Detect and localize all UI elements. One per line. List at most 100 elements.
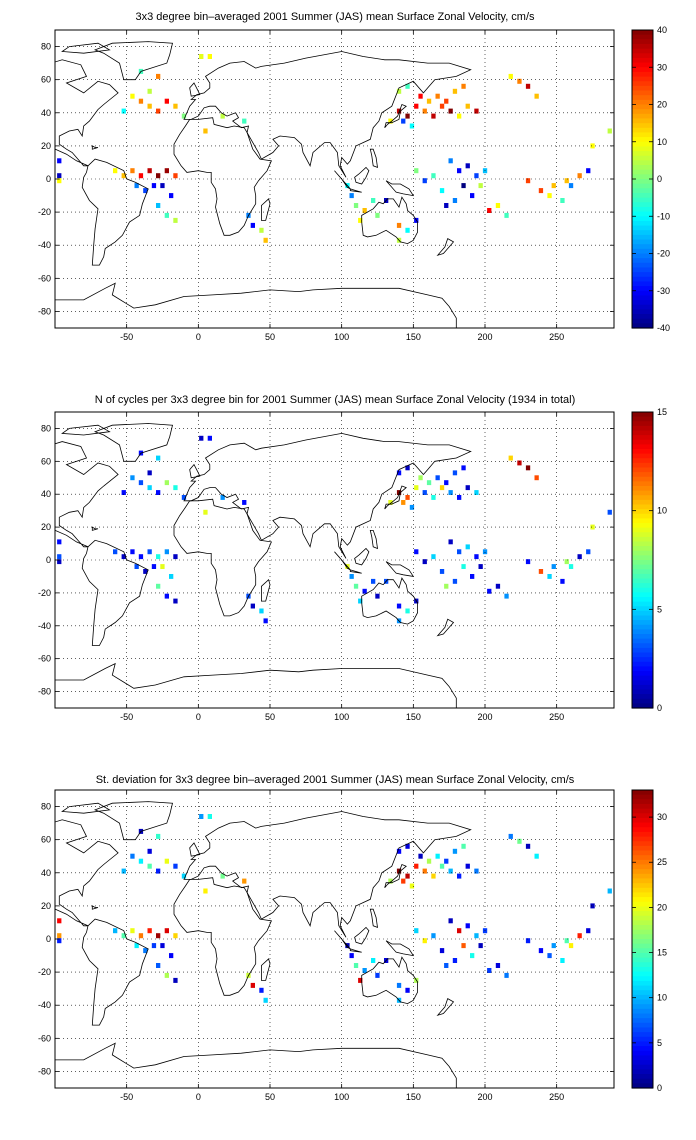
colorbar-swatch bbox=[632, 174, 653, 180]
colorbar-swatch bbox=[632, 85, 653, 92]
data-bin bbox=[203, 128, 208, 134]
x-tick-label: 100 bbox=[334, 712, 349, 722]
y-tick-label: -80 bbox=[38, 687, 51, 697]
data-bin bbox=[57, 938, 62, 944]
colorbar-swatch bbox=[632, 449, 653, 455]
coastline bbox=[334, 170, 351, 190]
colorbar-swatch bbox=[632, 62, 653, 68]
colorbar-swatch bbox=[632, 817, 653, 824]
colorbar-swatch bbox=[632, 476, 653, 482]
coastline bbox=[354, 166, 370, 185]
coastline bbox=[183, 811, 472, 938]
data-bin bbox=[164, 972, 169, 978]
data-bin bbox=[577, 933, 582, 939]
colorbar-swatch bbox=[632, 831, 653, 838]
data-bin bbox=[156, 73, 161, 79]
data-bin bbox=[156, 963, 161, 968]
data-bin bbox=[164, 480, 169, 486]
data-bin bbox=[164, 168, 169, 174]
data-bin bbox=[396, 470, 402, 476]
data-bin bbox=[568, 943, 574, 949]
data-bin bbox=[147, 928, 152, 934]
data-bin bbox=[534, 93, 539, 99]
data-bin bbox=[439, 485, 445, 491]
coastline bbox=[91, 905, 99, 910]
colorbar-swatch bbox=[632, 137, 653, 143]
data-bin bbox=[121, 173, 126, 179]
data-bin bbox=[388, 500, 393, 505]
data-bin bbox=[444, 98, 449, 104]
colorbar-swatch bbox=[632, 620, 653, 626]
y-tick-label: -20 bbox=[38, 967, 51, 977]
data-bin bbox=[138, 173, 144, 179]
data-bin bbox=[590, 524, 595, 530]
coastline bbox=[91, 145, 99, 150]
data-bin bbox=[349, 193, 354, 199]
data-bin bbox=[461, 183, 466, 189]
data-bin bbox=[508, 833, 513, 839]
data-bin bbox=[173, 933, 178, 939]
data-bin bbox=[560, 578, 565, 584]
colorbar-swatch bbox=[632, 258, 653, 264]
colorbar-swatch bbox=[632, 430, 653, 436]
coastline bbox=[261, 958, 271, 981]
data-bin bbox=[508, 73, 513, 79]
data-bin bbox=[121, 554, 126, 560]
colorbar-swatch bbox=[632, 624, 653, 630]
data-bin bbox=[414, 485, 419, 491]
coastline bbox=[349, 569, 362, 574]
colorbar-swatch bbox=[632, 1074, 653, 1080]
y-tick-label: 80 bbox=[41, 423, 51, 433]
coastline bbox=[93, 801, 174, 841]
colorbar-swatch bbox=[632, 1069, 653, 1075]
coastline bbox=[173, 498, 272, 617]
colorbar-swatch bbox=[632, 202, 653, 208]
data-bin bbox=[362, 968, 367, 973]
colorbar-swatch bbox=[632, 813, 653, 819]
data-bin bbox=[147, 863, 152, 869]
colorbar-tick-label: -30 bbox=[657, 286, 670, 296]
colorbar-swatch bbox=[632, 1008, 653, 1015]
colorbar-swatch bbox=[632, 560, 653, 566]
colorbar-swatch bbox=[632, 141, 653, 148]
data-bin bbox=[422, 868, 427, 874]
colorbar-swatch bbox=[632, 666, 653, 672]
colorbar-swatch bbox=[632, 48, 653, 54]
data-bin bbox=[259, 987, 264, 993]
data-bin bbox=[474, 933, 479, 939]
data-bin bbox=[263, 997, 268, 1003]
data-bin bbox=[547, 193, 552, 199]
colorbar-swatch bbox=[632, 573, 653, 580]
data-bin bbox=[444, 480, 449, 486]
colorbar-swatch bbox=[632, 509, 653, 515]
colorbar-swatch bbox=[632, 192, 653, 199]
data-bin bbox=[439, 188, 445, 194]
colorbar-swatch bbox=[632, 53, 653, 59]
colorbar-tick-label: 20 bbox=[657, 100, 667, 110]
data-bin bbox=[169, 193, 174, 199]
data-bin bbox=[414, 549, 419, 555]
data-bin bbox=[57, 559, 62, 565]
colorbar-swatch bbox=[632, 481, 653, 487]
data-bin bbox=[173, 977, 178, 983]
data-bin bbox=[414, 168, 419, 174]
data-bin bbox=[121, 108, 126, 114]
data-bin bbox=[147, 88, 152, 94]
data-bin bbox=[147, 470, 152, 476]
data-bin bbox=[207, 814, 212, 819]
data-bin bbox=[431, 113, 436, 119]
colorbar-swatch bbox=[632, 883, 653, 889]
data-bin bbox=[156, 933, 161, 939]
colorbar-swatch bbox=[632, 67, 653, 73]
data-bin bbox=[560, 958, 565, 963]
data-bin bbox=[156, 583, 161, 589]
colorbar-swatch bbox=[632, 183, 653, 189]
colorbar-swatch bbox=[632, 859, 653, 866]
data-bin bbox=[173, 485, 178, 491]
data-bin bbox=[495, 203, 501, 208]
colorbar-swatch bbox=[632, 1046, 653, 1052]
y-tick-label: 60 bbox=[41, 75, 51, 85]
y-tick-label: 20 bbox=[41, 141, 51, 151]
data-bin bbox=[551, 943, 556, 949]
colorbar-swatch bbox=[632, 81, 653, 87]
